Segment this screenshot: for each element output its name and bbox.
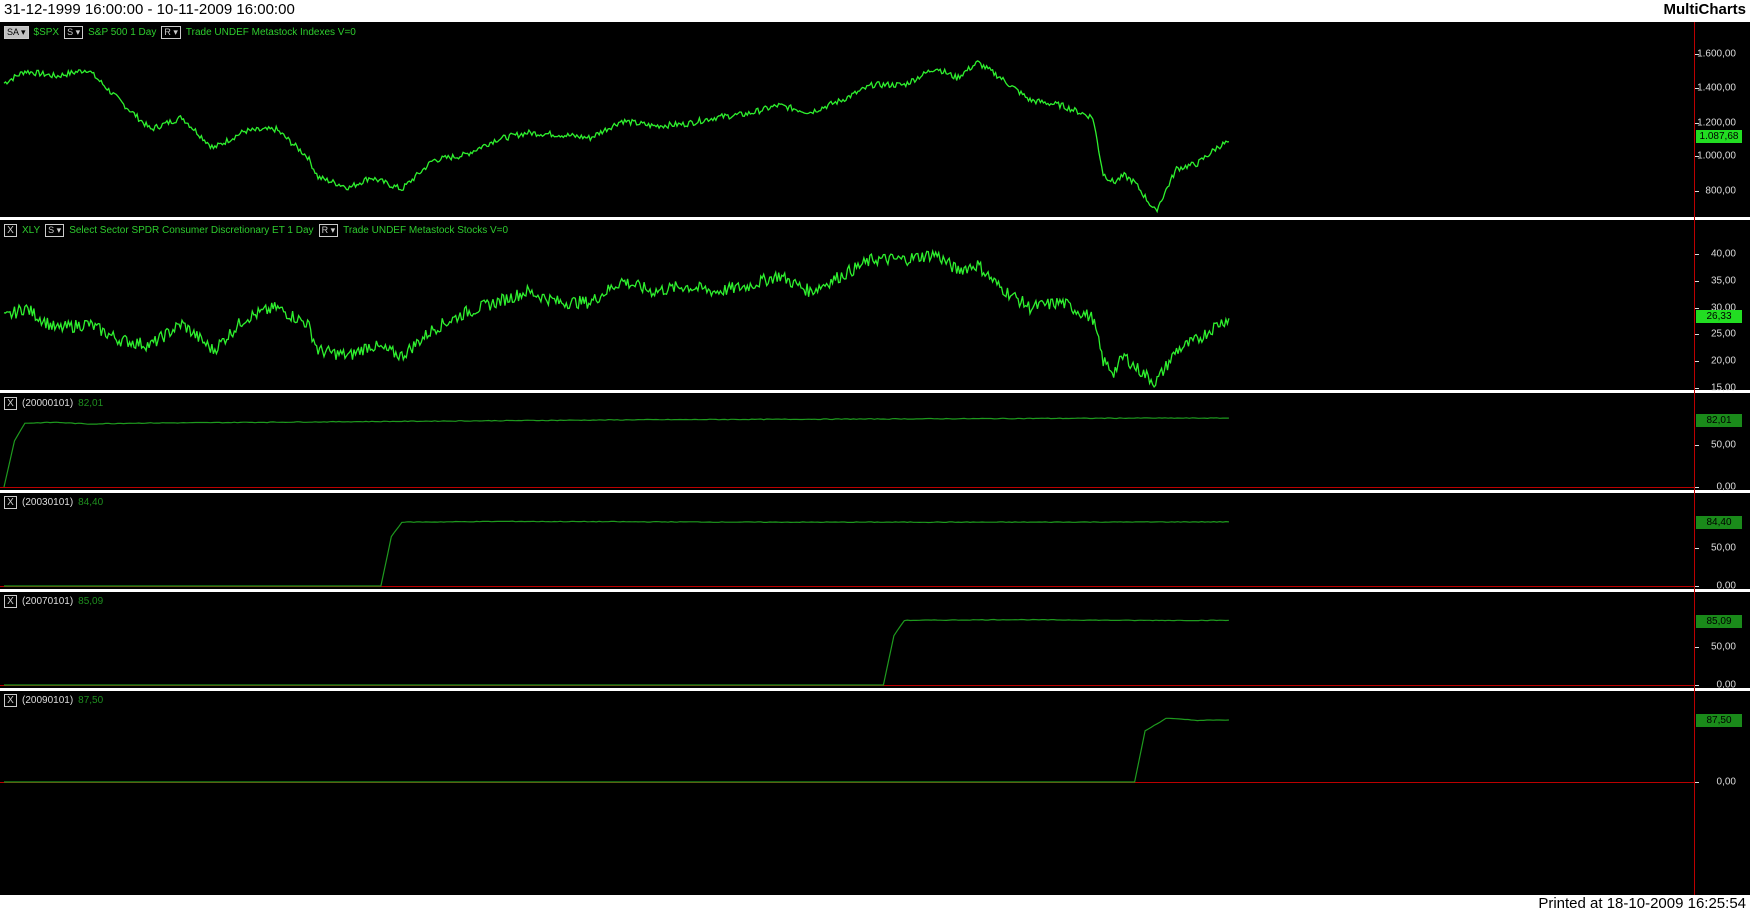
last-value-box: 82,01 — [1696, 414, 1742, 427]
y-tick-label: 50,00 — [1710, 641, 1736, 653]
y-tick-label: 1.200,00 — [1697, 117, 1736, 129]
y-tick-label: 30,00 — [1710, 302, 1736, 314]
close-pane-icon[interactable]: X — [4, 693, 17, 707]
y-tick-mark — [1695, 334, 1699, 335]
pane-header-xly: X XLY S ▾ Select Sector SPDR Consumer Discr… — [4, 223, 508, 237]
resolution-dropdown[interactable]: R ▾ — [161, 25, 181, 39]
y-tick-label: 0,00 — [1716, 776, 1736, 788]
pane-separator[interactable] — [0, 217, 1750, 220]
chart-area[interactable]: SA ▾ $SPX S ▾ S&P 500 1 Day R ▾ Trade UNDEF M… — [0, 22, 1750, 910]
data-source-info: Trade UNDEF Metastock Stocks V=0 — [343, 224, 509, 236]
y-tick-mark — [1695, 123, 1699, 124]
baseline — [0, 487, 1694, 488]
indicator-value: 85,09 — [78, 595, 104, 607]
y-tick-label: 1.000,00 — [1697, 150, 1736, 162]
y-tick-label: 0,00 — [1716, 580, 1736, 592]
pane-header-ind1: X (20000101) 82,01 — [4, 396, 103, 410]
footer: Printed at 18-10-2009 16:25:54 — [0, 895, 1750, 915]
close-pane-icon[interactable]: X — [4, 594, 17, 608]
title-bar: 31-12-1999 16:00:00 - 10-11-2009 16:00:0… — [0, 0, 1750, 22]
close-pane-icon[interactable]: X — [4, 223, 17, 237]
y-tick-label: 40,00 — [1710, 248, 1736, 260]
series-line-ind1 — [3, 417, 1229, 488]
data-source-info: Trade UNDEF Metastock Indexes V=0 — [185, 26, 356, 38]
last-value-box: 85,09 — [1696, 615, 1742, 628]
y-tick-mark — [1695, 88, 1699, 89]
resolution-dropdown[interactable]: R ▾ — [318, 223, 339, 237]
plot-canvas — [3, 60, 1230, 783]
series-line-ind2 — [4, 520, 1229, 587]
series-line-spx — [3, 60, 1229, 214]
pane-header-spx: SA ▾ $SPX S ▾ S&P 500 1 Day R ▾ Trade UNDEF M… — [4, 25, 356, 39]
last-value-box: 87,50 — [1696, 714, 1742, 727]
y-tick-mark — [1695, 685, 1699, 686]
symbol-selector-button[interactable]: SA ▾ — [4, 25, 29, 39]
y-tick-mark — [1695, 156, 1699, 157]
symbol-label: $SPX — [33, 26, 60, 38]
y-tick-label: 50,00 — [1710, 439, 1736, 451]
date-range: 31-12-1999 16:00:00 - 10-11-2009 16:00:0… — [4, 1, 295, 18]
y-tick-label: 1.600,00 — [1697, 48, 1736, 60]
y-tick-mark — [1695, 361, 1699, 362]
pane-header-ind4: X (20090101) 87,50 — [4, 693, 103, 707]
y-tick-mark — [1695, 191, 1699, 192]
y-tick-mark — [1695, 54, 1699, 55]
pane-separator[interactable] — [0, 490, 1750, 493]
y-tick-mark — [1695, 254, 1699, 255]
series-line-ind3 — [4, 618, 1229, 686]
app-name: MultiCharts — [1663, 1, 1747, 18]
y-tick-label: 20,00 — [1710, 355, 1736, 367]
settings-dropdown[interactable]: S ▾ — [64, 25, 84, 39]
pane-separator[interactable] — [0, 589, 1750, 592]
indicator-label: (20030101) — [22, 496, 74, 508]
pane-separator[interactable] — [0, 390, 1750, 393]
pane-header-ind3: X (20070101) 85,09 — [4, 594, 103, 608]
last-value-box: 26,33 — [1696, 310, 1742, 323]
last-value-box: 84,40 — [1696, 516, 1742, 529]
printed-timestamp: Printed at 18-10-2009 16:25:54 — [1538, 895, 1746, 912]
y-tick-mark — [1695, 586, 1699, 587]
instrument-description: Select Sector SPDR Consumer Discretionar… — [69, 224, 314, 236]
series-line-xly — [3, 248, 1230, 388]
y-tick-label: 0,00 — [1716, 679, 1736, 691]
y-tick-mark — [1695, 445, 1699, 446]
indicator-value: 82,01 — [78, 397, 104, 409]
y-tick-mark — [1695, 548, 1699, 549]
y-tick-mark — [1695, 487, 1699, 488]
indicator-label: (20070101) — [22, 595, 74, 607]
symbol-label: XLY — [22, 224, 41, 236]
baseline — [0, 586, 1694, 587]
indicator-label: (20000101) — [22, 397, 74, 409]
close-pane-icon[interactable]: X — [4, 495, 17, 509]
indicator-value: 87,50 — [78, 694, 104, 706]
y-tick-mark — [1695, 647, 1699, 648]
pane-header-ind2: X (20030101) 84,40 — [4, 495, 103, 509]
y-tick-mark — [1695, 281, 1699, 282]
settings-dropdown[interactable]: S ▾ — [45, 223, 65, 237]
indicator-label: (20090101) — [22, 694, 74, 706]
y-tick-label: 1.400,00 — [1697, 82, 1736, 94]
close-pane-icon[interactable]: X — [4, 396, 17, 410]
y-tick-label: 35,00 — [1710, 275, 1736, 287]
y-tick-mark — [1695, 782, 1699, 783]
pane-separator[interactable] — [0, 688, 1750, 691]
y-tick-label: 25,00 — [1710, 328, 1736, 340]
series-line-ind4 — [4, 717, 1229, 783]
price-axis-line — [1694, 22, 1695, 895]
indicator-value: 84,40 — [78, 496, 104, 508]
y-tick-mark — [1695, 308, 1699, 309]
y-tick-label: 50,00 — [1710, 542, 1736, 554]
last-value-box: 1.087,68 — [1696, 130, 1742, 143]
y-tick-label: 0,00 — [1716, 481, 1736, 493]
y-tick-label: 15,00 — [1710, 382, 1736, 394]
instrument-description: S&P 500 1 Day — [88, 26, 157, 38]
y-tick-label: 800,00 — [1705, 185, 1736, 197]
y-tick-mark — [1695, 388, 1699, 389]
